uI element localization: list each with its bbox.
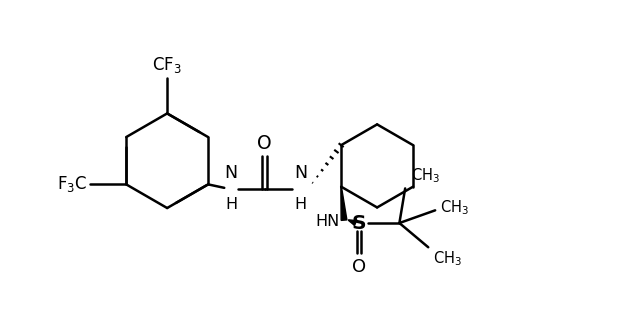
Text: H: H bbox=[294, 197, 307, 212]
Text: N: N bbox=[294, 164, 307, 182]
Text: CH$_3$: CH$_3$ bbox=[411, 166, 440, 185]
Text: CH$_3$: CH$_3$ bbox=[440, 199, 468, 217]
Text: CH$_3$: CH$_3$ bbox=[433, 249, 462, 268]
Polygon shape bbox=[341, 187, 347, 220]
Text: HN: HN bbox=[315, 214, 339, 229]
Text: CF$_3$: CF$_3$ bbox=[152, 55, 182, 75]
Text: S: S bbox=[352, 213, 366, 232]
Polygon shape bbox=[349, 220, 356, 225]
Text: O: O bbox=[352, 258, 366, 276]
Text: O: O bbox=[257, 134, 272, 153]
Text: N: N bbox=[225, 164, 237, 182]
Text: F$_3$C: F$_3$C bbox=[57, 174, 87, 194]
Text: H: H bbox=[225, 197, 237, 212]
